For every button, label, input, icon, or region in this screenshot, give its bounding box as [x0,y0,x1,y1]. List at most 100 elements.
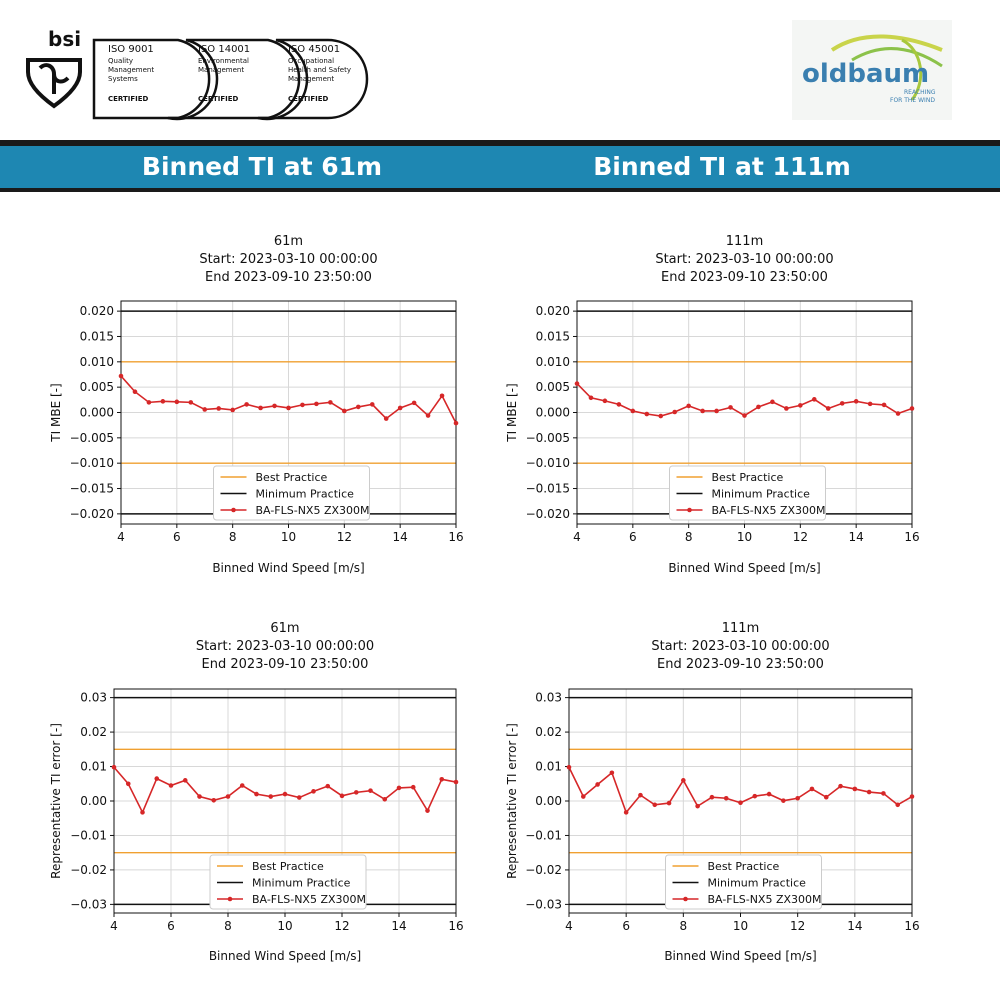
series-point [286,405,291,411]
banner-title-61m: Binned TI at 61m [141,152,383,181]
series-point [216,406,222,411]
series-point [672,409,678,415]
series-point [630,408,636,414]
y-tick-label: 0.02 [80,725,107,739]
chart-legend: Best Practice Minimum Practice BA-FLS-NX5 … [209,854,367,910]
series-point [588,395,594,401]
x-tick-label: 10 [733,919,748,933]
chart-title-line: Start: 2023-03-10 00:00:00 [651,639,829,654]
page-header: bsi ISO 9001 Quality Management Systems … [0,0,1000,140]
svg-text:ISO 9001: ISO 9001 [108,44,154,55]
series-point [383,416,389,421]
svg-text:Health and Safety: Health and Safety [288,66,351,74]
svg-text:Management: Management [108,66,154,74]
series-point [125,781,131,787]
series-point [368,788,373,793]
x-tick-label: 10 [281,530,296,544]
series-point [714,408,719,414]
y-tick-label: −0.015 [70,482,114,496]
y-tick-label: −0.020 [526,507,570,521]
legend-label: Minimum Practice [708,877,807,890]
series-point [781,798,786,803]
series-point [811,397,817,402]
legend-label: Best Practice [708,860,780,873]
series-point [853,399,859,404]
series-point [823,794,829,800]
legend-marker [227,896,233,902]
series-point [644,411,650,417]
y-tick-label: −0.015 [526,482,570,496]
series-point [239,783,245,788]
series-point [809,786,815,792]
legend-label: BA-FLS-NX5 ZX300M [712,504,826,517]
series-point [272,403,277,409]
series-point [658,413,664,419]
svg-text:ISO 14001: ISO 14001 [198,44,250,55]
y-tick-label: 0.020 [80,304,114,318]
iso-14001-pill [167,38,301,121]
chart-legend: Best Practice Minimum Practice BA-FLS-NX5 … [213,465,370,521]
legend-marker [687,507,692,513]
series-point [439,393,445,399]
svg-text:Systems: Systems [108,75,138,83]
series-point [300,402,305,408]
y-tick-label: −0.03 [525,897,562,911]
series-point [118,373,124,379]
x-tick-label: 12 [334,919,349,933]
chart-title-line: End 2023-09-10 23:50:00 [657,657,824,672]
y-tick-label: 0.010 [80,355,114,369]
oldbaum-name: oldbaum [802,59,929,89]
x-tick-label: 16 [448,919,463,933]
series-point [439,776,445,782]
series-point [168,783,174,788]
y-tick-label: 0.005 [536,380,570,394]
cert-iso-9001: ISO 9001 Quality Management Systems CERT… [108,44,154,103]
svg-text:Management: Management [288,75,334,83]
series-point [686,403,691,409]
x-tick-label: 6 [629,530,637,544]
series-point [453,779,459,785]
series-point [909,794,915,799]
series-point [681,778,686,783]
series-point [895,411,901,416]
series-point [182,778,188,783]
x-tick-label: 8 [685,530,693,544]
svg-text:Environmental: Environmental [198,57,249,65]
svg-text:ISO 45001: ISO 45001 [288,44,340,55]
svg-text:Management: Management [198,66,244,74]
x-tick-label: 14 [847,919,862,933]
series-point [211,798,217,803]
series-point [254,791,259,797]
x-tick-label: 6 [167,919,175,933]
series-point [410,784,416,790]
y-tick-label: −0.02 [70,863,107,877]
y-tick-label: −0.02 [525,863,562,877]
series-point [369,402,375,407]
series-point [382,796,388,802]
y-axis-label: Representative TI error [-] [505,723,519,879]
series-point [909,406,915,411]
cert-iso-45001: ISO 45001 Occupational Health and Safety… [288,44,351,103]
x-tick-label: 8 [680,919,688,933]
series-point [695,803,700,809]
legend-label: Best Practice [712,471,784,484]
series-point [140,810,145,815]
y-axis-label: Representative TI error [-] [49,723,63,879]
series-point [867,401,873,407]
series-point [602,398,608,404]
series-point [709,794,715,800]
y-tick-label: −0.005 [526,431,570,445]
legend-label: BA-FLS-NX5 ZX300M [256,504,370,517]
series-point [146,400,152,405]
x-tick-label: 4 [117,530,125,544]
legend-box [213,465,370,521]
series-point [738,800,743,806]
series-point [311,789,316,794]
bsi-kitemark-logo: bsi [26,27,82,109]
series-point [174,399,180,405]
series-point [566,764,572,770]
series-point [202,407,208,412]
legend-label: BA-FLS-NX5 ZX300M [252,893,366,906]
cert-iso-14001: ISO 14001 Environmental Management CERTI… [198,44,250,103]
chart-title-line: Start: 2023-03-10 00:00:00 [655,252,833,267]
